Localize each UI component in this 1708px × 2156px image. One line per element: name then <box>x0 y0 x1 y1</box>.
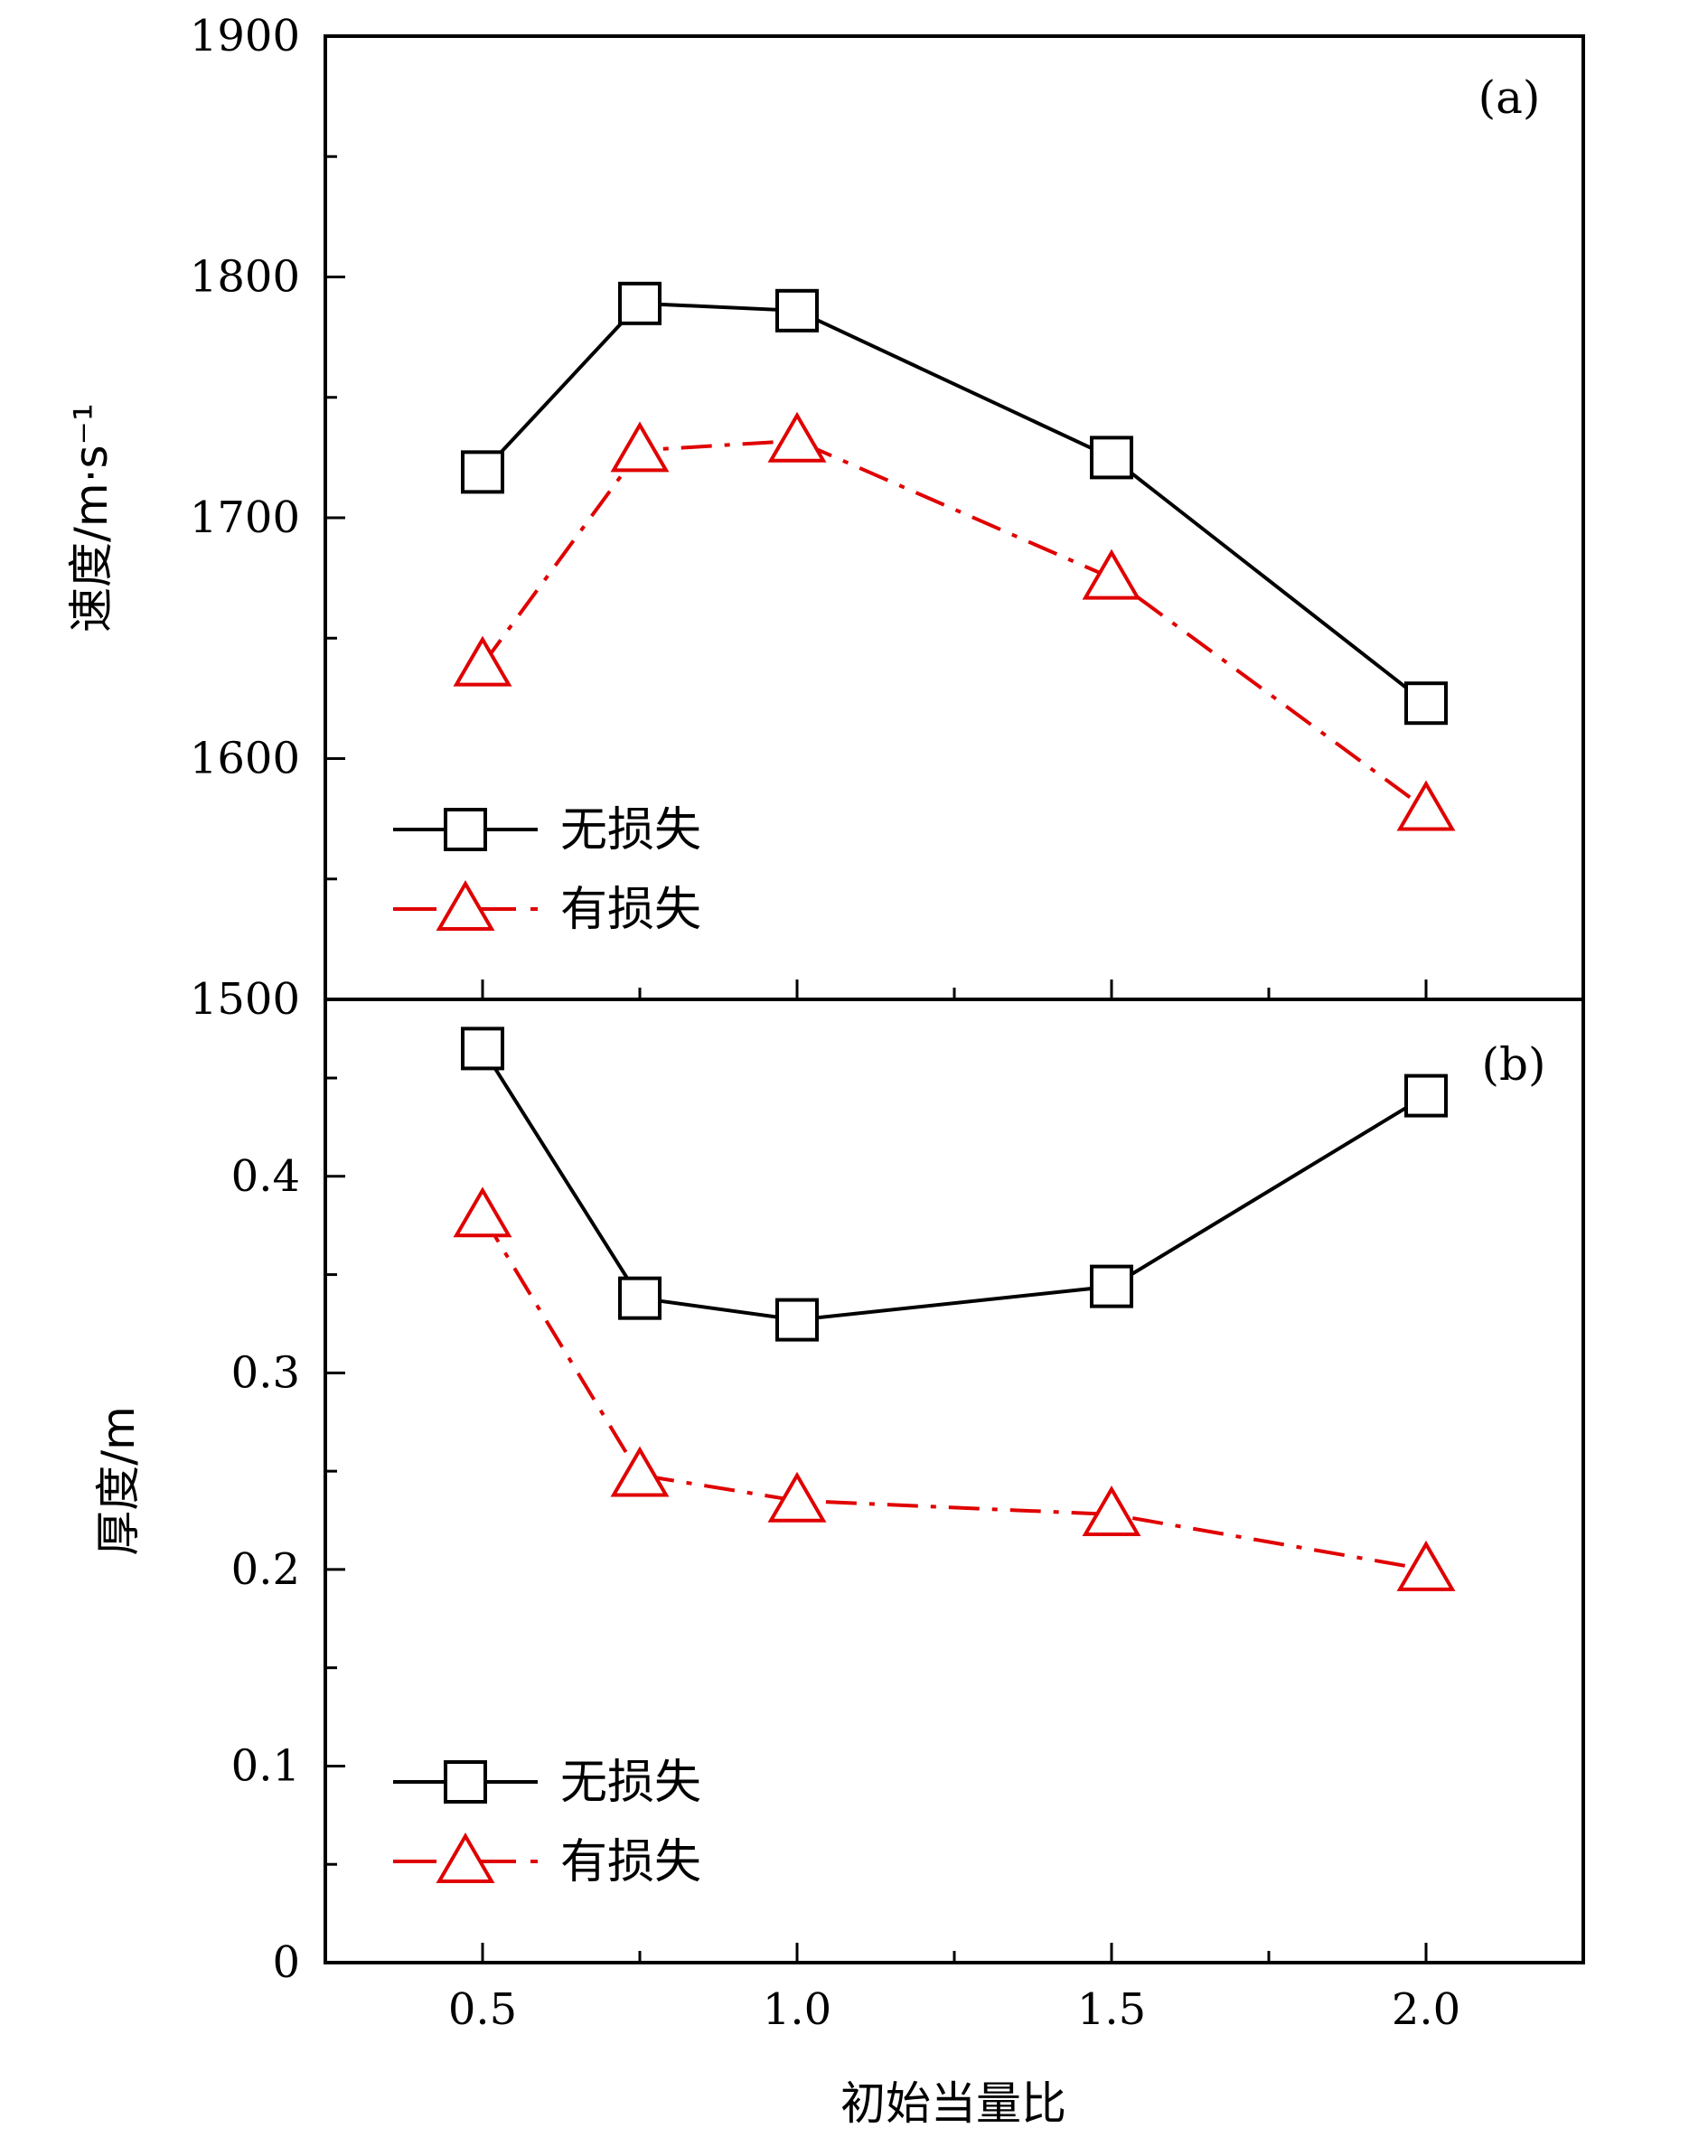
x-tick-label: 2.0 <box>1392 1984 1460 2035</box>
series-point <box>461 450 504 494</box>
series-point <box>767 1471 827 1523</box>
y-axis-title: 速度/m·s⁻¹ <box>65 403 117 633</box>
y-tick-label: 0.2 <box>231 1544 300 1595</box>
series-point <box>453 1186 512 1238</box>
y-tick-label: 1700 <box>190 492 300 543</box>
y-axis-title: 厚度/m <box>92 1406 145 1556</box>
series-point <box>1404 1073 1448 1118</box>
series-point <box>1396 1540 1456 1591</box>
series-point <box>1396 780 1456 831</box>
y-tick-label: 0 <box>272 1937 300 1988</box>
series-line <box>481 1214 1427 1571</box>
series-point <box>1082 548 1141 600</box>
series-point <box>1404 681 1448 726</box>
series-point <box>775 1298 819 1342</box>
y-tick-label: 1500 <box>190 974 300 1025</box>
y-tick-label: 1600 <box>190 734 300 784</box>
series-point <box>618 1276 662 1320</box>
panel-label: (a) <box>1478 71 1541 124</box>
panel-label: (b) <box>1481 1038 1545 1091</box>
y-tick-label: 0.3 <box>231 1347 300 1398</box>
legend-marker <box>444 1760 487 1804</box>
series-point <box>610 1446 670 1497</box>
series-point <box>618 281 662 325</box>
series-point <box>775 288 819 333</box>
legend-label: 无损失 <box>560 803 701 858</box>
y-tick-label: 1800 <box>190 252 300 303</box>
legend-marker <box>444 808 487 851</box>
x-axis-title: 初始当量比 <box>840 2077 1066 2130</box>
x-tick-label: 0.5 <box>448 1984 517 2035</box>
y-tick-label: 0.4 <box>231 1151 300 1202</box>
legend-marker <box>436 880 495 931</box>
legend-marker <box>436 1833 495 1883</box>
legend-label: 无损失 <box>560 1756 701 1810</box>
y-tick-label: 1900 <box>190 11 300 61</box>
series-point <box>461 1026 504 1071</box>
series-point <box>1082 1485 1141 1536</box>
legend-label: 有损失 <box>560 883 701 937</box>
series-point <box>610 421 670 473</box>
legend-label: 有损失 <box>560 1835 701 1889</box>
series-point <box>1090 1264 1133 1308</box>
y-tick-label: 0.1 <box>231 1740 300 1791</box>
x-tick-label: 1.5 <box>1077 1984 1146 2035</box>
series-point <box>453 635 512 687</box>
x-tick-label: 1.0 <box>763 1984 831 2035</box>
series-point <box>1090 436 1133 480</box>
series-point <box>767 411 827 463</box>
